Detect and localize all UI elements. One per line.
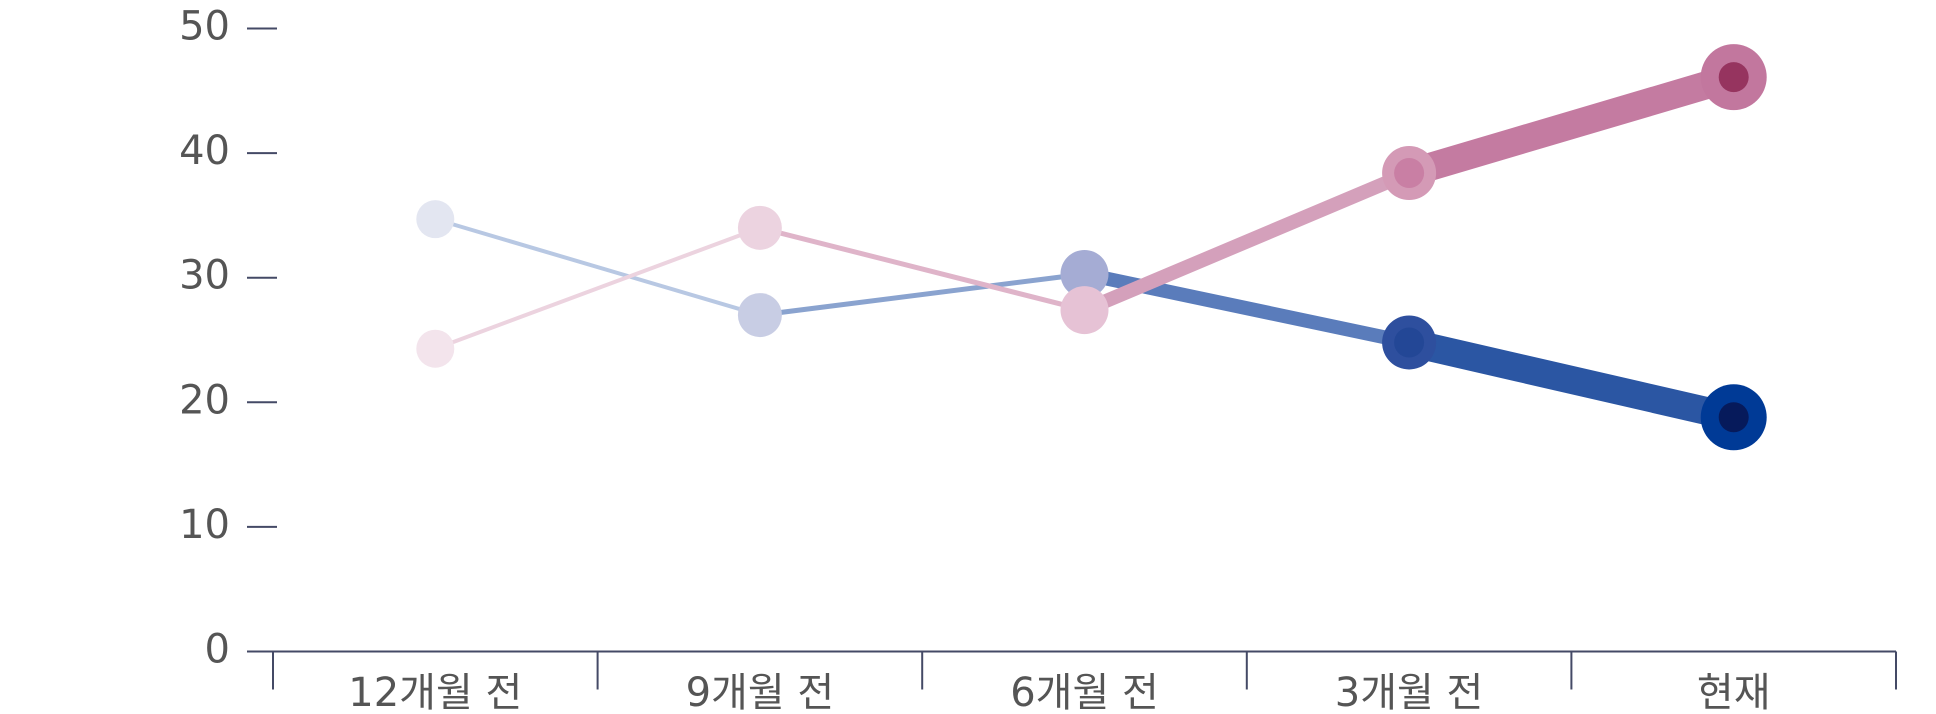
y-tick-label: 20	[179, 377, 230, 423]
data-point	[416, 329, 455, 368]
x-tick-label: 9개월 전	[686, 670, 835, 714]
line-segment	[433, 225, 762, 351]
data-point-inner	[1394, 158, 1425, 189]
data-point-inner	[1718, 402, 1749, 433]
x-tick-label: 3개월 전	[1335, 670, 1484, 714]
line-segment	[433, 217, 762, 318]
x-tick-label: 현재	[1697, 670, 1771, 714]
data-point	[1060, 249, 1109, 298]
line-segment	[757, 225, 1087, 313]
y-tick-label: 50	[179, 4, 230, 50]
data-point	[737, 205, 782, 250]
x-tick-label: 12개월 전	[348, 670, 522, 714]
x-tick-label: 6개월 전	[1010, 670, 1159, 714]
data-point-inner	[1394, 327, 1425, 358]
y-tick-label: 10	[179, 502, 230, 548]
y-tick-label: 40	[179, 128, 230, 174]
y-tick-label: 30	[179, 253, 230, 299]
line-segment	[1395, 328, 1748, 432]
line-segment	[1077, 166, 1417, 318]
data-point	[1060, 286, 1109, 335]
y-tick-label: 0	[205, 627, 230, 673]
data-point	[416, 200, 455, 239]
line-segment	[757, 271, 1087, 318]
data-point	[737, 293, 782, 338]
line-segment	[1395, 63, 1748, 188]
data-point-inner	[1718, 62, 1749, 93]
